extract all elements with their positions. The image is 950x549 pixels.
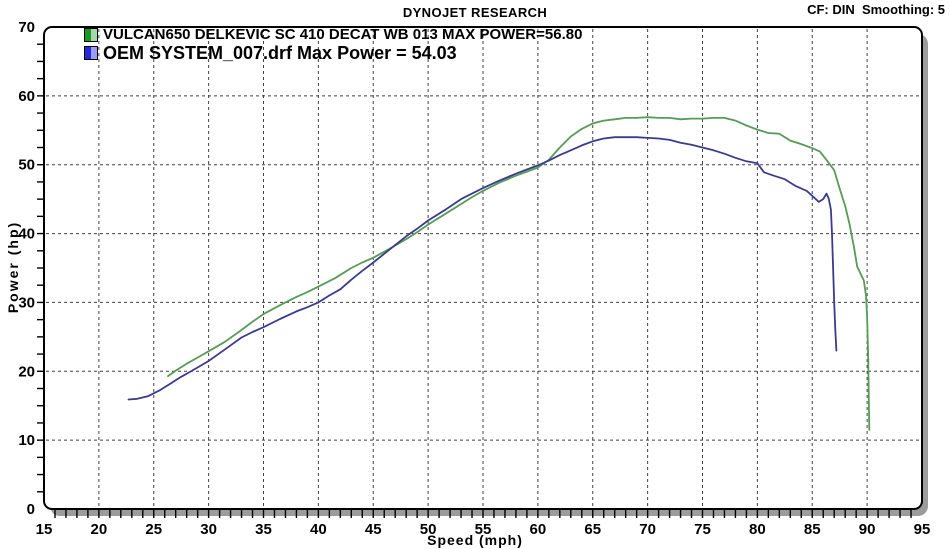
y-axis-title: Power (hp)	[5, 220, 21, 314]
y-tick-label: 30	[18, 294, 35, 311]
x-tick-label: 95	[914, 521, 931, 538]
y-tick-label: 70	[18, 19, 35, 36]
y-tick-label: 20	[18, 363, 35, 380]
oem-series-label: OEM SYSTEM_007.drf Max Power = 54.03	[103, 42, 457, 63]
power-curve-oem	[127, 136, 838, 401]
oem-series-swatch	[84, 46, 98, 61]
x-tick-label: 70	[639, 521, 656, 538]
x-tick-label: 40	[310, 521, 327, 538]
power-curve-delkevic	[167, 116, 871, 431]
delkevic-series-swatch	[84, 27, 98, 42]
x-tick-label: 30	[200, 521, 217, 538]
x-tick-label: 55	[475, 521, 492, 538]
y-tick-label: 40	[18, 226, 35, 243]
x-axis-title: Speed (mph)	[427, 532, 523, 548]
x-tick-label: 20	[91, 521, 108, 538]
delkevic-series-label: VULCAN650 DELKEVIC SC 410 DECAT WB 013 M…	[103, 26, 583, 43]
y-tick-label: 50	[18, 157, 35, 174]
x-tick-label: 85	[804, 521, 821, 538]
x-tick-label: 75	[694, 521, 711, 538]
correction-smoothing-label: CF: DIN Smoothing: 5	[807, 2, 945, 17]
x-tick-label: 35	[255, 521, 272, 538]
x-tick-label: 60	[530, 521, 547, 538]
plot-border	[43, 26, 923, 510]
x-tick-label: 80	[749, 521, 766, 538]
x-tick-label: 45	[365, 521, 382, 538]
x-tick-label: 65	[584, 521, 601, 538]
y-tick-label: 60	[18, 88, 35, 105]
chart-title: DYNOJET RESEARCH	[402, 5, 548, 20]
x-tick-label: 50	[420, 521, 437, 538]
y-tick-label: 0	[27, 501, 35, 518]
x-tick-label: 15	[36, 521, 53, 538]
y-tick-label: 10	[18, 432, 35, 449]
legend-item-delkevic: VULCAN650 DELKEVIC SC 410 DECAT WB 013 M…	[84, 27, 582, 43]
x-tick-label: 90	[859, 521, 876, 538]
legend: VULCAN650 DELKEVIC SC 410 DECAT WB 013 M…	[84, 27, 582, 64]
x-tick-label: 25	[145, 521, 162, 538]
legend-item-oem: OEM SYSTEM_007.drf Max Power = 54.03	[84, 42, 582, 63]
